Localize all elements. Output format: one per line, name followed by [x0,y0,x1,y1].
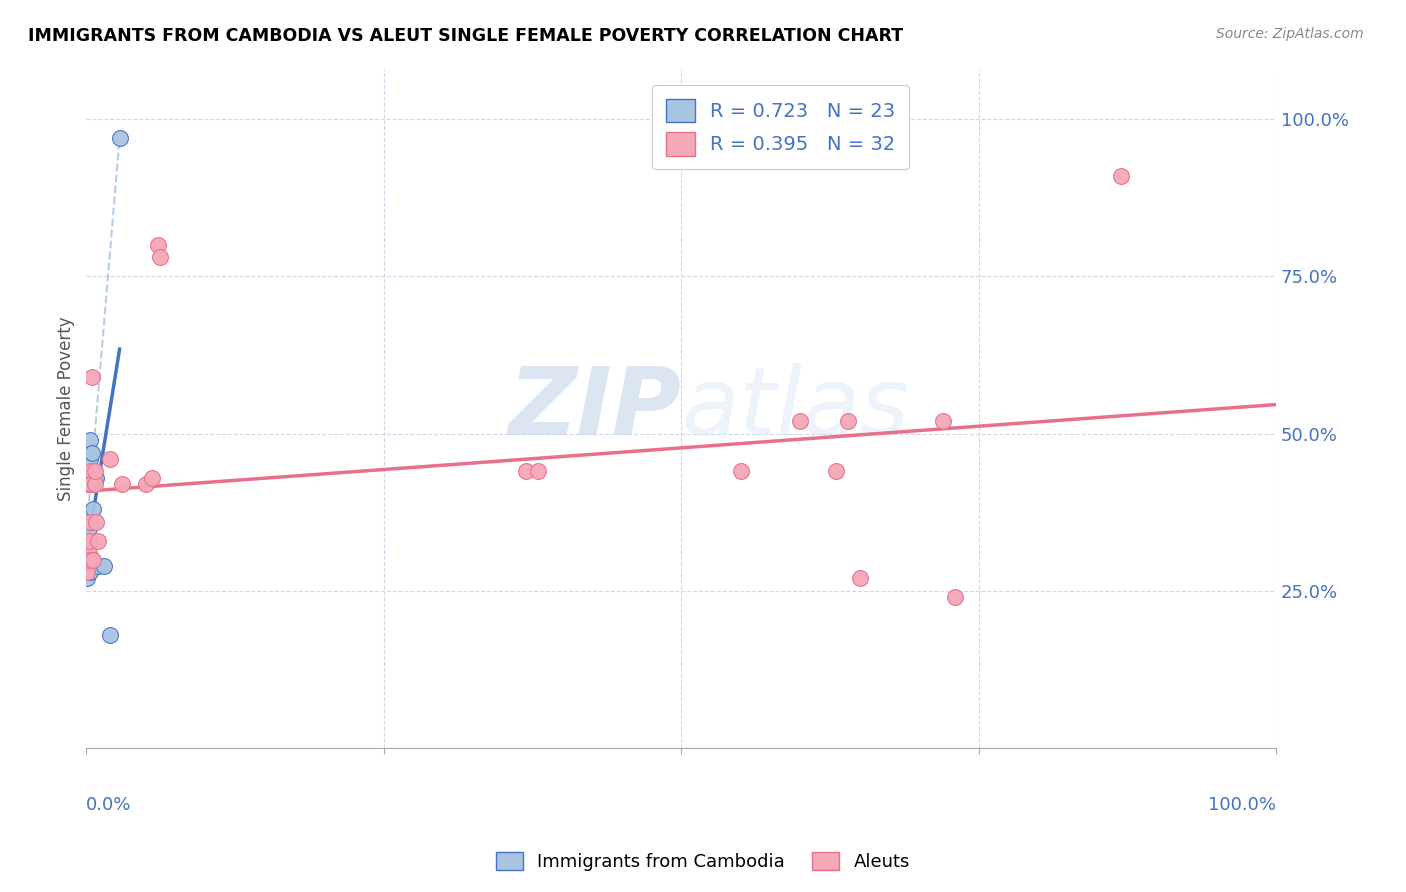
Point [79,515,101,529]
Point [76,552,98,566]
Point [87,533,110,548]
Point [108,130,131,145]
Text: 0.0%: 0.0% [86,796,132,814]
Point [80,465,103,479]
Point [789,414,811,428]
Point [848,572,870,586]
Point [76,540,98,554]
Point [83,465,105,479]
Point [77,533,100,548]
Point [76,558,98,573]
Legend: Immigrants from Cambodia, Aleuts: Immigrants from Cambodia, Aleuts [489,845,917,879]
Y-axis label: Single Female Poverty: Single Female Poverty [58,316,75,500]
Point [77,552,100,566]
Point [149,251,172,265]
Point [527,465,550,479]
Point [77,565,100,579]
Point [932,414,955,428]
Point [76,552,98,566]
Point [943,591,966,605]
Point [77,546,100,560]
Point [98,451,121,466]
Point [82,370,104,384]
Point [135,477,157,491]
Point [80,477,103,491]
Point [82,477,104,491]
Point [77,533,100,548]
Point [1111,169,1133,183]
Point [837,414,859,428]
Point [87,558,110,573]
Point [76,540,98,554]
Point [84,515,107,529]
Text: 100.0%: 100.0% [1208,796,1277,814]
Point [82,502,104,516]
Point [83,477,105,491]
Point [79,477,101,491]
Point [76,546,98,560]
Point [824,465,846,479]
Point [146,237,169,252]
Point [515,465,537,479]
Point [79,433,101,447]
Point [76,565,98,579]
Point [79,451,101,466]
Point [84,471,107,485]
Point [82,445,104,459]
Point [730,465,752,479]
Text: IMMIGRANTS FROM CAMBODIA VS ALEUT SINGLE FEMALE POVERTY CORRELATION CHART: IMMIGRANTS FROM CAMBODIA VS ALEUT SINGLE… [28,27,903,45]
Text: Source: ZipAtlas.com: Source: ZipAtlas.com [1216,27,1364,41]
Point [83,471,105,485]
Point [98,628,121,642]
Point [77,521,100,535]
Legend: R = 0.723   N = 23, R = 0.395   N = 32: R = 0.723 N = 23, R = 0.395 N = 32 [652,85,910,169]
Point [80,515,103,529]
Point [77,552,100,566]
Text: ZIP: ZIP [508,362,681,455]
Point [111,477,134,491]
Point [82,552,104,566]
Point [141,471,163,485]
Point [79,565,101,579]
Point [80,477,103,491]
Text: atlas: atlas [681,363,910,454]
Point [76,572,98,586]
Point [93,558,115,573]
